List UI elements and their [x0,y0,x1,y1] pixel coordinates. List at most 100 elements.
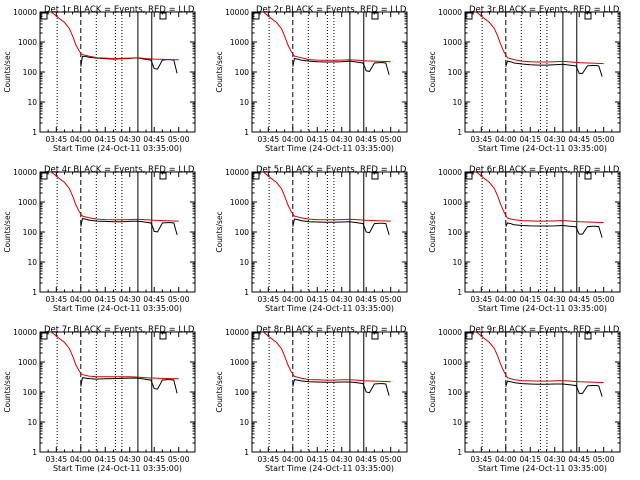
lld-series-line [262,332,391,383]
corner-marker [159,332,167,340]
x-tick-label: 03:45 [471,295,493,304]
corner-marker [465,12,473,20]
chart-panel: Det 4r BLACK = Events, RED = LLD 1 10 100 10… [3,165,196,313]
lld-series-line [475,332,604,384]
corner-marker [159,172,167,180]
events-series-line [80,218,178,236]
y-tick-label: 1 [32,128,37,137]
x-tick-label: 04:15 [94,455,116,464]
x-axis-label: Start Time (24-Oct-11 03:35:00) [53,144,182,153]
x-tick-label: 04:45 [143,455,165,464]
y-tick-label: 1 [457,288,462,297]
y-tick-label: 10 [239,98,249,107]
x-tick-label: 04:30 [331,135,353,144]
x-tick-label: 03:45 [258,295,280,304]
y-tick-label: 10000 [225,8,249,17]
y-tick-label: 10 [452,418,462,427]
y-tick-label: 100 [448,228,463,237]
y-tick-label: 10000 [438,328,462,337]
panel-title: Det 5r BLACK = Events, RED = LLD [256,165,407,175]
x-tick-label: 04:45 [355,135,377,144]
y-tick-label: 10 [239,418,249,427]
y-tick-label: 1 [244,128,249,137]
chart-panel: Det 5r BLACK = Events, RED = LLD 1 10 100 10… [215,165,408,313]
lld-series-line [475,12,604,65]
x-tick-label: 03:45 [46,295,68,304]
x-tick-label: 04:45 [568,295,590,304]
x-tick-label: 04:45 [143,135,165,144]
events-series-line [80,377,178,394]
x-axis-label: Start Time (24-Oct-11 03:35:00) [265,304,394,313]
y-tick-label: 100 [23,388,38,397]
x-tick-label: 04:00 [495,135,517,144]
events-series-line [292,379,390,396]
y-tick-label: 10000 [13,328,37,337]
y-tick-label: 100 [448,388,463,397]
x-tick-label: 05:00 [168,135,190,144]
y-tick-label: 1000 [443,198,462,207]
corner-marker [159,12,167,20]
chart-panel: Det 7r BLACK = Events, RED = LLD 1 10 100 10… [3,325,196,473]
events-series-line [292,58,390,76]
x-tick-label: 03:45 [471,455,493,464]
chart-panel: Det 9r BLACK = Events, RED = LLD 1 10 100 10… [428,325,621,473]
y-tick-label: 1000 [443,38,462,47]
corner-marker [252,332,260,340]
x-tick-label: 04:45 [355,295,377,304]
y-tick-label: 1 [244,288,249,297]
x-tick-label: 05:00 [380,295,402,304]
x-tick-label: 05:00 [380,135,402,144]
x-tick-label: 04:45 [568,135,590,144]
y-tick-label: 1000 [230,38,249,47]
x-axis-label: Start Time (24-Oct-11 03:35:00) [478,304,607,313]
x-tick-label: 04:00 [282,455,304,464]
panel-title: Det 6r BLACK = Events, RED = LLD [469,165,620,175]
y-tick-label: 10000 [13,8,37,17]
y-axis-label: Counts/sec [428,211,437,252]
x-tick-label: 04:15 [519,455,541,464]
x-tick-label: 04:30 [544,455,566,464]
plot-frame [39,331,196,453]
y-tick-label: 10000 [438,8,462,17]
y-axis-label: Counts/sec [215,211,224,252]
y-tick-label: 10000 [225,328,249,337]
lld-series-line [262,12,391,63]
y-axis-label: Counts/sec [3,51,12,92]
x-tick-label: 04:30 [119,135,141,144]
events-series-line [505,60,603,77]
y-tick-label: 100 [23,68,38,77]
y-tick-label: 10 [27,418,37,427]
y-tick-label: 1 [244,448,249,457]
x-tick-label: 04:30 [544,135,566,144]
corner-marker [584,12,592,20]
plot-frame [39,171,196,293]
y-tick-label: 10000 [438,168,462,177]
lld-series-line [50,172,179,222]
y-axis-label: Counts/sec [215,51,224,92]
y-tick-label: 1000 [230,358,249,367]
lld-series-line [262,172,391,222]
x-tick-label: 04:30 [119,455,141,464]
y-tick-label: 100 [448,68,463,77]
x-axis-label: Start Time (24-Oct-11 03:35:00) [265,144,394,153]
corner-marker [40,332,48,340]
y-tick-label: 1 [457,128,462,137]
events-series-line [505,222,603,238]
y-axis-label: Counts/sec [3,211,12,252]
x-tick-label: 04:30 [544,295,566,304]
corner-marker [40,172,48,180]
panel-title: Det 1r BLACK = Events, RED = LLD [44,5,195,15]
x-tick-label: 04:45 [355,455,377,464]
panel-title: Det 4r BLACK = Events, RED = LLD [44,165,195,175]
lld-series-line [50,332,179,380]
corner-marker [465,332,473,340]
x-tick-label: 04:30 [331,455,353,464]
plot-frame [464,331,621,453]
chart-panel: Det 2r BLACK = Events, RED = LLD 1 10 100 10… [215,5,408,153]
events-series-line [505,380,603,397]
y-tick-label: 10 [27,98,37,107]
y-tick-label: 1000 [18,358,37,367]
x-tick-label: 05:00 [168,455,190,464]
y-tick-label: 1 [32,448,37,457]
y-tick-label: 100 [23,228,38,237]
